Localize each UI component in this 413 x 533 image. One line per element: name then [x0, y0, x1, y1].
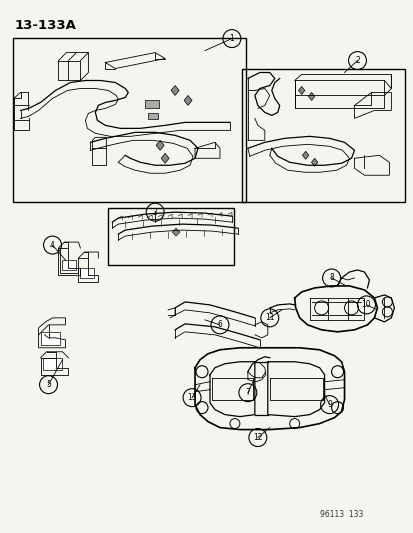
Bar	[241, 69, 404, 202]
Text: 9: 9	[326, 400, 331, 409]
Text: 6: 6	[217, 320, 222, 329]
Bar	[80, 268, 94, 278]
Polygon shape	[184, 95, 192, 106]
Text: 1: 1	[229, 34, 234, 43]
Text: 13-133A: 13-133A	[14, 19, 76, 31]
Text: 3: 3	[152, 208, 157, 216]
Polygon shape	[311, 158, 317, 166]
Text: 13: 13	[187, 393, 197, 402]
Bar	[40, 332, 60, 345]
Bar	[43, 358, 62, 370]
Bar	[13, 38, 245, 202]
Text: 5: 5	[46, 380, 51, 389]
Bar	[145, 100, 159, 108]
Text: 7: 7	[245, 388, 250, 397]
Text: 10: 10	[361, 301, 370, 309]
Bar	[148, 114, 158, 119]
Polygon shape	[298, 86, 304, 94]
Text: 8: 8	[328, 273, 333, 282]
Polygon shape	[308, 92, 314, 100]
Text: 11: 11	[264, 313, 274, 322]
Polygon shape	[171, 85, 179, 95]
Polygon shape	[161, 154, 169, 163]
Polygon shape	[172, 228, 180, 236]
Text: 12: 12	[252, 433, 262, 442]
Bar	[62, 260, 76, 270]
Text: 2: 2	[354, 56, 359, 65]
Polygon shape	[302, 151, 308, 159]
Text: 4: 4	[50, 240, 55, 249]
Bar	[108, 208, 233, 265]
Polygon shape	[156, 140, 164, 150]
Text: 96113  133: 96113 133	[319, 510, 362, 519]
